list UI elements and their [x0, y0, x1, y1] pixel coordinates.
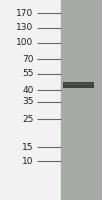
Bar: [0, 0, 61, 200]
Bar: [63, 82, 94, 88]
Text: 25: 25: [22, 115, 34, 124]
Text: 40: 40: [22, 86, 34, 95]
Bar: [61, 0, 102, 200]
Text: 130: 130: [16, 23, 34, 32]
Text: 55: 55: [22, 70, 34, 78]
Bar: [64, 83, 93, 85]
Text: 170: 170: [16, 8, 34, 18]
Text: 10: 10: [22, 156, 34, 166]
Text: 35: 35: [22, 97, 34, 106]
Text: 15: 15: [22, 143, 34, 152]
Text: 70: 70: [22, 54, 34, 64]
Text: 100: 100: [16, 38, 34, 47]
